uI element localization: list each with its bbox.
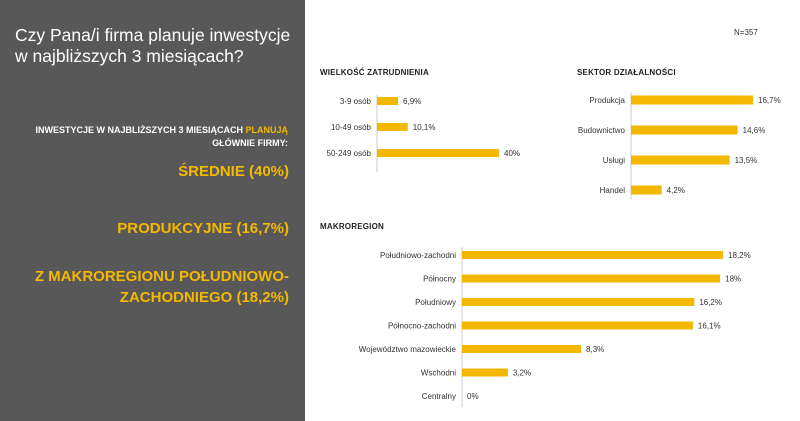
value-label: 18,2% [728, 251, 751, 260]
value-label: 16,7% [758, 96, 781, 105]
category-label: Produkcja [589, 96, 625, 105]
chart-title-employment: WIELKOŚĆ ZATRUDNIENIA [320, 68, 429, 77]
value-label: 16,2% [699, 298, 722, 307]
value-label: 40% [504, 149, 520, 158]
bar [462, 368, 508, 377]
value-label: 10,1% [413, 123, 436, 132]
category-label: 3-9 osób [340, 97, 372, 106]
value-label: 6,9% [403, 97, 421, 106]
bar [377, 97, 399, 105]
category-label: Centralny [422, 392, 456, 401]
finding-size: ŚREDNIE (40%) [178, 163, 289, 180]
value-label: 0% [467, 392, 479, 401]
sample-size: N=357 [734, 28, 758, 37]
bar [462, 298, 695, 306]
category-label: 10-49 osób [331, 123, 372, 132]
category-label: Usługi [603, 156, 625, 165]
intro-text-2: GŁÓWNIE FIRMY: [212, 138, 288, 148]
value-label: 14,6% [743, 126, 766, 135]
bar [631, 185, 662, 195]
value-label: 8,3% [586, 345, 604, 354]
findings-intro: INWESTYCJE W NAJBLIŻSZYCH 3 MIESIĄCACH P… [10, 124, 288, 150]
value-label: 4,2% [667, 186, 685, 195]
value-label: 13,5% [735, 156, 758, 165]
bar [631, 125, 738, 135]
bar [631, 95, 753, 105]
value-label: 16,1% [698, 322, 721, 331]
bar [462, 321, 693, 330]
bar [462, 274, 721, 283]
bar [462, 251, 723, 259]
value-label: 3,2% [513, 369, 531, 378]
finding-region: Z MAKROREGIONU POŁUDNIOWO-ZACHODNIEGO (1… [34, 268, 289, 306]
bar [377, 123, 408, 131]
chart-title-sector: SEKTOR DZIAŁALNOŚCI [577, 68, 676, 77]
category-label: Województwo mazowieckie [359, 345, 457, 354]
category-label: Południowo-zachodni [380, 251, 456, 260]
category-label: Południowy [415, 298, 456, 307]
value-label: 18% [725, 275, 741, 284]
bar [631, 155, 730, 165]
category-label: 50-249 osób [327, 149, 372, 158]
left-panel: Czy Pana/i firma planuje inwestycje w na… [0, 0, 305, 421]
category-label: Północno-zachodni [388, 322, 456, 331]
page-title: Czy Pana/i firma planuje inwestycje w na… [15, 25, 291, 66]
intro-text-1: INWESTYCJE W NAJBLIŻSZYCH 3 MIESIĄCACH [35, 125, 246, 135]
intro-highlight: PLANUJĄ [245, 125, 288, 135]
bar [462, 345, 582, 353]
chart-title-region: MAKROREGION [320, 222, 384, 231]
category-label: Północny [423, 275, 456, 284]
category-label: Handel [600, 186, 626, 195]
finding-sector: PRODUKCYJNE (16,7%) [117, 220, 289, 237]
category-label: Budownictwo [578, 126, 626, 135]
category-label: Wschodni [421, 369, 456, 378]
bar [377, 149, 499, 157]
